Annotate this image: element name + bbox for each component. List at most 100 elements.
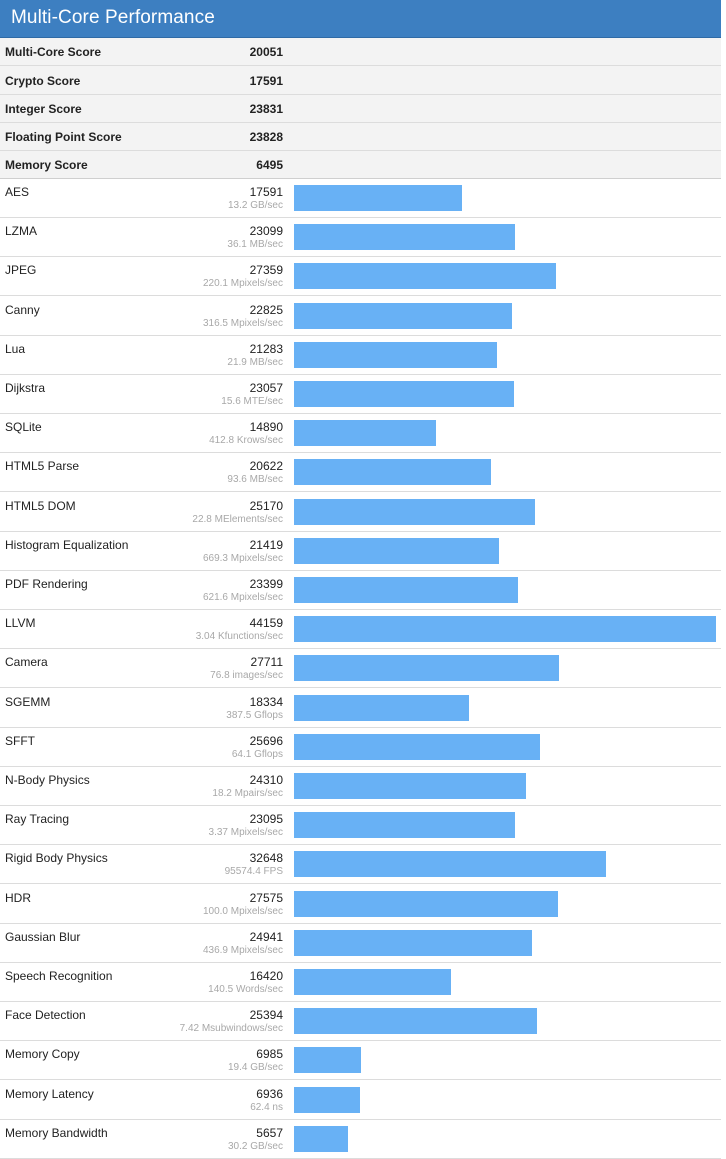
benchmark-row: AES 17591 13.2 GB/sec [0, 179, 721, 218]
benchmark-bar [294, 538, 499, 564]
benchmark-score: 27711 [250, 655, 283, 669]
benchmark-bar [294, 1008, 537, 1034]
benchmark-bar [294, 695, 470, 721]
benchmark-name: HDR [5, 891, 31, 905]
benchmark-score: 18334 [249, 695, 283, 709]
benchmark-bar [294, 773, 527, 799]
benchmark-rate: 100.0 Mpixels/sec [202, 906, 283, 917]
summary-label: Multi-Core Score [5, 45, 102, 59]
benchmark-rate: 64.1 Gflops [231, 749, 283, 760]
benchmark-bar [294, 734, 540, 760]
benchmark-name: Canny [5, 303, 40, 317]
benchmark-rate: 36.1 MB/sec [227, 239, 283, 250]
summary-row-multi-core: Multi-Core Score 20051 [0, 38, 721, 66]
benchmark-name: Histogram Equalization [5, 538, 129, 552]
benchmark-name: LZMA [5, 224, 38, 238]
benchmark-bar [294, 342, 498, 368]
benchmark-score: 24941 [249, 930, 283, 944]
benchmark-name: Memory Copy [5, 1047, 80, 1061]
benchmark-rate: 62.4 ns [250, 1102, 283, 1113]
benchmark-bar [294, 655, 559, 681]
benchmark-name: HTML5 Parse [5, 459, 80, 473]
benchmark-row: PDF Rendering 23399 621.6 Mpixels/sec [0, 571, 721, 610]
benchmark-rate: 7.42 Msubwindows/sec [179, 1023, 283, 1034]
benchmark-bar [294, 930, 533, 956]
benchmark-score: 44159 [249, 616, 283, 630]
summary-row-floating-point: Floating Point Score 23828 [0, 123, 721, 151]
benchmark-bar [294, 303, 513, 329]
benchmark-row: JPEG 27359 220.1 Mpixels/sec [0, 257, 721, 296]
benchmark-name: Dijkstra [5, 381, 46, 395]
benchmark-score: 27359 [249, 263, 283, 277]
benchmark-bar [294, 1126, 349, 1152]
benchmark-name: Memory Latency [5, 1087, 94, 1101]
benchmark-row: HDR 27575 100.0 Mpixels/sec [0, 885, 721, 924]
benchmark-score: 32648 [249, 851, 283, 865]
benchmark-score: 16420 [249, 969, 283, 983]
benchmark-name: N-Body Physics [5, 773, 90, 787]
benchmark-rate: 95574.4 FPS [224, 866, 283, 877]
benchmark-score: 6985 [256, 1047, 283, 1061]
benchmark-rate: 30.2 GB/sec [227, 1141, 283, 1152]
benchmark-rate: 220.1 Mpixels/sec [202, 278, 283, 289]
benchmark-name: Ray Tracing [5, 812, 70, 826]
summary-label: Memory Score [5, 158, 88, 172]
benchmark-score: 23095 [249, 812, 283, 826]
benchmark-row: Lua 21283 21.9 MB/sec [0, 336, 721, 375]
summary-value: 20051 [249, 45, 283, 59]
benchmark-rate: 436.9 Mpixels/sec [202, 945, 283, 956]
benchmark-rate: 3.04 Kfunctions/sec [195, 631, 283, 642]
summary-label: Crypto Score [5, 74, 81, 88]
benchmark-bar [294, 499, 535, 525]
benchmark-score: 23099 [249, 224, 283, 238]
benchmark-name: Rigid Body Physics [5, 851, 108, 865]
benchmark-row: HTML5 Parse 20622 93.6 MB/sec [0, 453, 721, 492]
benchmark-row: Ray Tracing 23095 3.37 Mpixels/sec [0, 806, 721, 845]
benchmark-score: 23399 [249, 577, 283, 591]
benchmark-rate: 15.6 MTE/sec [221, 396, 283, 407]
benchmark-row: Canny 22825 316.5 Mpixels/sec [0, 297, 721, 336]
benchmark-name: LLVM [5, 616, 36, 630]
benchmark-rate: 140.5 Words/sec [208, 984, 283, 995]
benchmark-rate: 13.2 GB/sec [227, 200, 283, 211]
summary-label: Integer Score [5, 102, 82, 116]
benchmark-bar [294, 263, 556, 289]
benchmark-score: 27575 [249, 891, 283, 905]
benchmark-name: Speech Recognition [5, 969, 113, 983]
benchmark-bar [294, 616, 716, 642]
benchmark-score: 23057 [249, 381, 283, 395]
benchmark-bar [294, 1047, 361, 1073]
benchmark-rate: 18.2 Mpairs/sec [212, 788, 283, 799]
benchmark-bar [294, 812, 515, 838]
benchmark-name: Memory Bandwidth [5, 1126, 108, 1140]
summary-value: 23831 [249, 102, 283, 116]
benchmark-name: SFFT [5, 734, 35, 748]
benchmark-score: 21283 [249, 342, 283, 356]
summary-value: 17591 [249, 74, 283, 88]
benchmark-rate: 669.3 Mpixels/sec [202, 553, 283, 564]
benchmark-row: SFFT 25696 64.1 Gflops [0, 728, 721, 767]
benchmark-rate: 19.4 GB/sec [227, 1062, 283, 1073]
benchmark-row: Rigid Body Physics 32648 95574.4 FPS [0, 845, 721, 884]
benchmark-bar [294, 224, 515, 250]
benchmark-row: Dijkstra 23057 15.6 MTE/sec [0, 375, 721, 414]
benchmark-name: SQLite [5, 420, 42, 434]
summary-row-memory: Memory Score 6495 [0, 151, 721, 179]
summary-value: 23828 [249, 130, 283, 144]
benchmark-rate: 621.6 Mpixels/sec [202, 592, 283, 603]
benchmark-score: 22825 [249, 303, 283, 317]
benchmark-score: 5657 [256, 1126, 283, 1140]
summary-row-crypto: Crypto Score 17591 [0, 67, 721, 95]
benchmark-row: SQLite 14890 412.8 Krows/sec [0, 414, 721, 453]
chart-title: Multi-Core Performance [11, 7, 215, 28]
benchmark-rate: 22.8 MElements/sec [192, 514, 283, 525]
benchmark-name: JPEG [5, 263, 37, 277]
benchmark-row: Histogram Equalization 21419 669.3 Mpixels… [0, 532, 721, 571]
benchmark-row: Memory Bandwidth 5657 30.2 GB/sec [0, 1120, 721, 1159]
summary-label: Floating Point Score [5, 130, 122, 144]
chart-header: Multi-Core Performance [0, 0, 721, 38]
benchmark-rate: 21.9 MB/sec [227, 357, 283, 368]
benchmark-row: Face Detection 25394 7.42 Msubwindows/sec [0, 1002, 721, 1041]
benchmark-name: Camera [5, 655, 48, 669]
benchmark-rate: 3.37 Mpixels/sec [208, 827, 283, 838]
